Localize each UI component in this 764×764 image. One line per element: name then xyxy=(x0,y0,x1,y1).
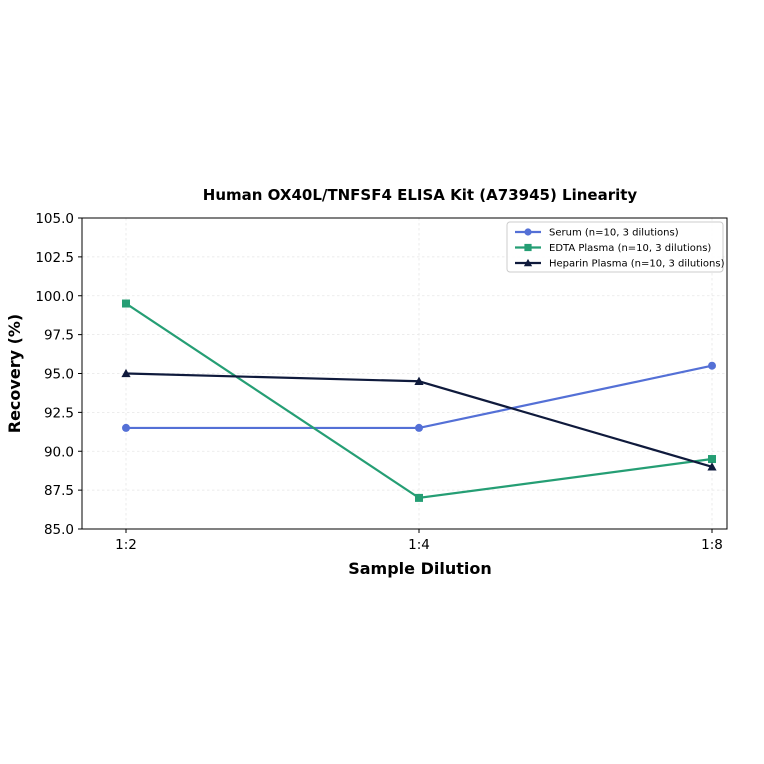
data-point xyxy=(708,361,716,370)
legend-box xyxy=(506,221,724,273)
data-point xyxy=(415,423,423,432)
y-tick-label: 97.5 xyxy=(44,328,74,344)
y-tick-label: 90.0 xyxy=(44,444,74,460)
data-point xyxy=(708,455,716,464)
y-tick-label: 95.0 xyxy=(44,367,74,383)
legend-marker xyxy=(524,243,532,252)
x-tick-label: 1:4 xyxy=(408,537,430,553)
data-point xyxy=(122,423,130,432)
x-tick-label: 1:8 xyxy=(701,537,723,553)
y-tick-label: 85.0 xyxy=(44,522,74,538)
series-3 xyxy=(121,368,717,471)
legend-item: Serum (n=10, 3 dilutions) xyxy=(515,228,679,239)
data-point xyxy=(122,299,130,308)
series-2 xyxy=(122,299,716,502)
legend-label: EDTA Plasma (n=10, 3 dilutions) xyxy=(549,243,711,254)
series-layer xyxy=(121,299,717,502)
ticks: 85.0 87.5 90.0 92.5 95.0 97.5 100.0 102.5 105.0 1… xyxy=(35,211,723,553)
y-tick-label: 105.0 xyxy=(35,211,74,227)
legend-item: Heparin Plasma (n=10, 3 dilutions) xyxy=(515,259,725,270)
legend-marker xyxy=(523,258,533,267)
data-point xyxy=(415,493,423,502)
legend-label: Serum (n=10, 3 dilutions) xyxy=(549,228,679,239)
data-point xyxy=(707,462,717,471)
series-1 xyxy=(122,361,716,432)
x-tick-label: 1:2 xyxy=(115,537,137,553)
y-axis-label: Recovery (%) xyxy=(5,314,24,433)
y-tick-label: 92.5 xyxy=(44,405,74,421)
chart-title: Human OX40L/TNFSF4 ELISA Kit (A73945) Li… xyxy=(203,186,638,204)
legend-label: Heparin Plasma (n=10, 3 dilutions) xyxy=(549,259,725,270)
legend: Serum (n=10, 3 dilutions) EDTA Plasma (n=… xyxy=(506,221,725,273)
y-tick-label: 87.5 xyxy=(44,483,74,499)
y-tick-label: 100.0 xyxy=(35,289,74,305)
legend-item: EDTA Plasma (n=10, 3 dilutions) xyxy=(515,243,711,254)
data-point xyxy=(121,368,131,378)
legend-marker xyxy=(524,228,532,236)
y-tick-label: 102.5 xyxy=(35,250,74,266)
x-axis-label: Sample Dilution xyxy=(348,559,492,578)
data-point xyxy=(414,376,424,385)
